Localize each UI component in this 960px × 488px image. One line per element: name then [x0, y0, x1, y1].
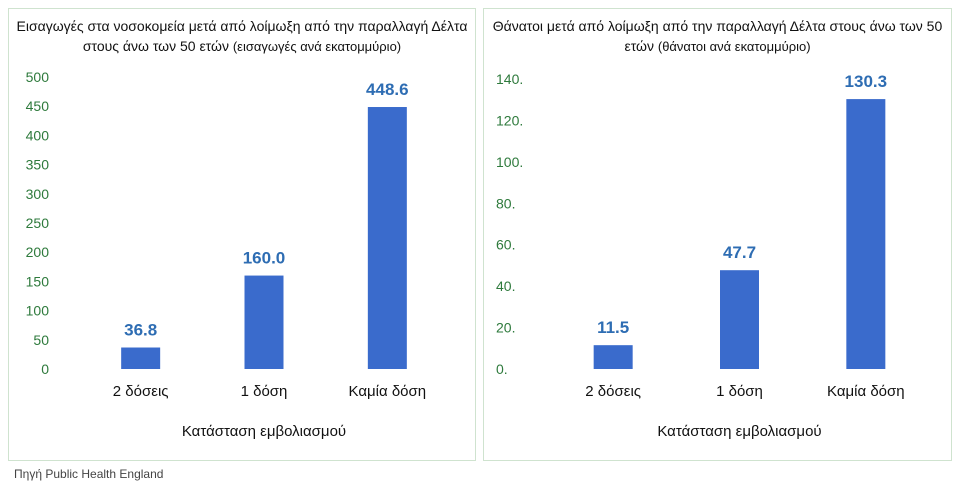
y-tick-label: 300: [26, 186, 50, 202]
y-tick-label: 200: [26, 244, 50, 260]
y-tick-label: 250: [26, 215, 50, 231]
y-tick-label: 150: [26, 273, 50, 289]
bar-value-label: 130.3: [845, 72, 888, 91]
bar: [121, 347, 161, 369]
y-tick-label: 40.: [496, 278, 515, 294]
y-tick-label: 350: [26, 157, 50, 173]
x-axis-title: Κατάσταση εμβολιασμού: [182, 423, 346, 440]
bar: [593, 345, 633, 369]
y-tick-label: 140.: [496, 71, 523, 87]
bar-value-label: 448.6: [366, 80, 409, 99]
bar-chart-deaths: 0. 20. 40. 60. 80. 100. 120. 140. 11.5 2 δόσεις 47…: [496, 71, 905, 440]
chart-title-text: Θάνατοι μετά από λοίμωξη από την παραλλα…: [492, 18, 943, 54]
x-axis-title: Κατάσταση εμβολιασμού: [657, 423, 821, 440]
y-tick-label: 100.: [496, 154, 523, 170]
chart-panel-deaths: Θάνατοι μετά από λοίμωξη από την παραλλα…: [483, 8, 952, 461]
chart-panel-hospitalizations: Εισαγωγές στα νοσοκομεία μετά από λοίμωξ…: [8, 8, 476, 461]
bar-value-label: 160.0: [243, 249, 286, 268]
y-tick-label: 450: [26, 98, 50, 114]
x-category-label: 2 δόσεις: [585, 383, 641, 400]
y-tick-label: 80.: [496, 195, 515, 211]
x-category-label: 2 δόσεις: [113, 383, 169, 400]
y-tick-label: 20.: [496, 320, 515, 336]
y-tick-label: 120.: [496, 112, 523, 128]
y-tick-label: 400: [26, 127, 50, 143]
y-tick-label: 0: [41, 361, 49, 377]
bar-value-label: 36.8: [124, 321, 157, 340]
y-tick-label: 60.: [496, 237, 515, 253]
x-category-label: 1 δόση: [716, 383, 763, 400]
chart-title: Θάνατοι μετά από λοίμωξη από την παραλλα…: [490, 16, 945, 57]
source-note: Πηγή Public Health England: [14, 467, 164, 481]
bar: [720, 270, 759, 369]
x-category-label: Καμία δόση: [349, 383, 427, 400]
y-tick-label: 0.: [496, 361, 508, 377]
chart-title-text: Εισαγωγές στα νοσοκομεία μετά από λοίμωξ…: [16, 18, 468, 54]
bar: [367, 107, 407, 369]
chart-subtitle: (εισαγωγές ανά εκατομμύριο): [232, 39, 402, 54]
chart-subtitle: (θάνατοι ανά εκατομμύριο): [657, 39, 811, 54]
y-tick-label: 50: [33, 332, 49, 348]
x-category-label: 1 δόση: [241, 383, 288, 400]
bar: [244, 275, 284, 369]
y-tick-label: 500: [26, 69, 50, 85]
bar-chart-hospitalizations: 0 50 100 150 200 250 300 350 400 450 500 36.8 2 δόσε…: [26, 69, 427, 440]
bar: [846, 99, 886, 369]
bar-value-label: 47.7: [723, 243, 756, 262]
x-category-label: Καμία δόση: [827, 383, 905, 400]
y-tick-label: 100: [26, 303, 50, 319]
chart-title: Εισαγωγές στα νοσοκομεία μετά από λοίμωξ…: [15, 16, 469, 57]
bar-value-label: 11.5: [597, 318, 629, 337]
